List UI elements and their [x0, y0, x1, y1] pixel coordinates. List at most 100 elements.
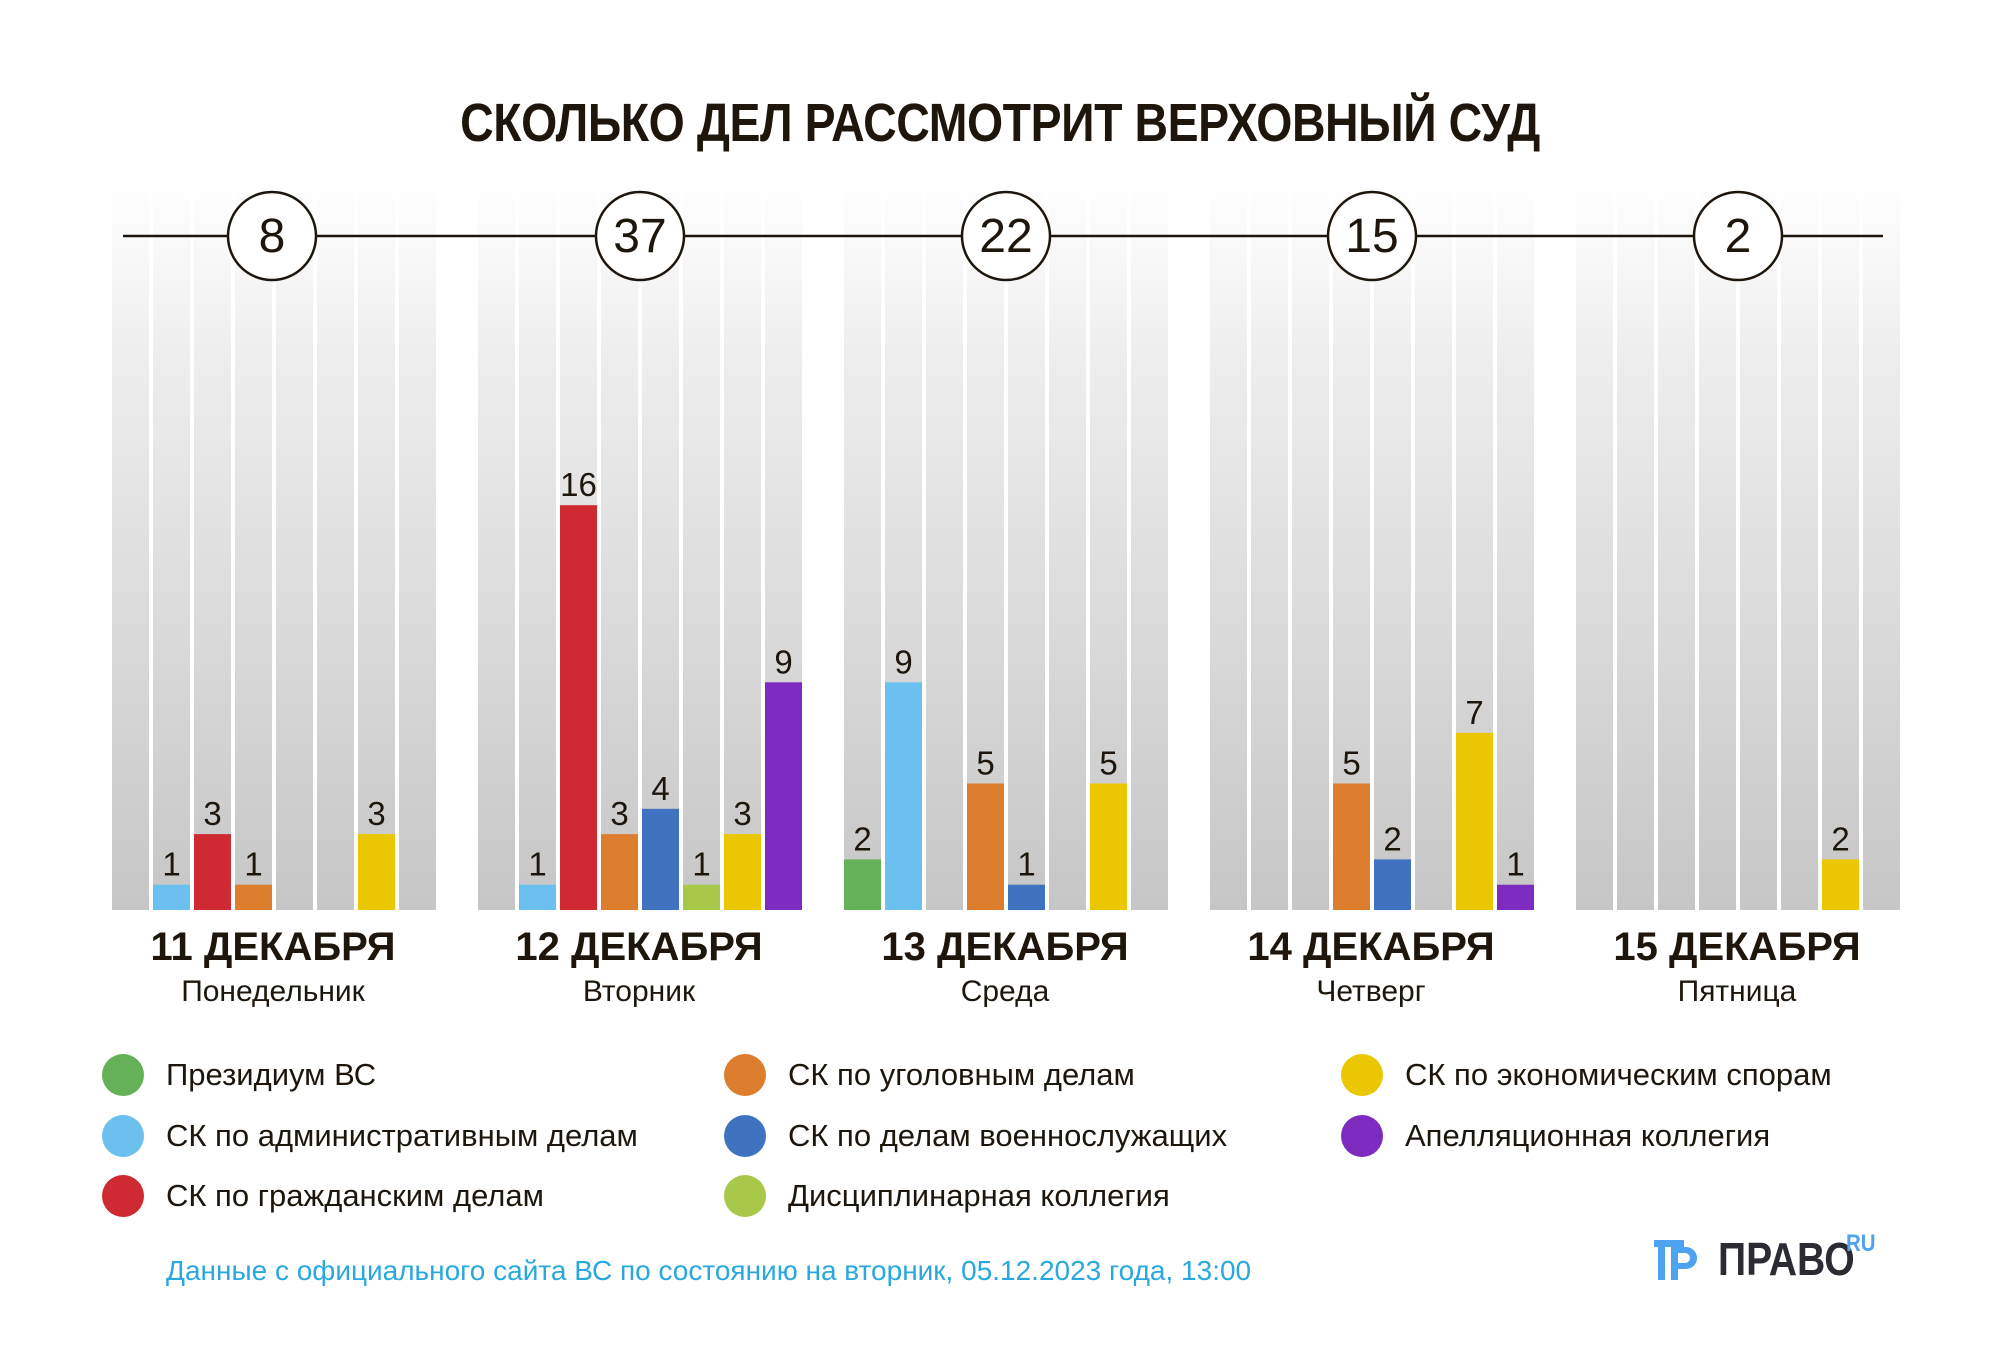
day-weekday-label: Среда — [960, 975, 1050, 1008]
legend-item: СК по гражданским делам — [102, 1174, 544, 1218]
day-date-label: 14 ДЕКАБРЯ — [1247, 925, 1495, 969]
bar — [153, 884, 190, 910]
column-background — [1617, 182, 1654, 910]
legend-label: Дисциплинарная коллегия — [788, 1178, 1170, 1213]
bar — [885, 682, 922, 910]
bar — [1497, 884, 1534, 910]
day-total-circle — [594, 190, 686, 282]
column-background — [1374, 182, 1411, 910]
bar-value-label: 1 — [162, 846, 180, 883]
source-note: Данные с официального сайта ВС по состоя… — [166, 1255, 1252, 1286]
bar-value-label: 3 — [203, 795, 221, 832]
column-background — [926, 182, 963, 910]
bar-value-label: 3 — [733, 795, 751, 832]
day-weekday-label: Понедельник — [181, 975, 365, 1008]
legend-color-dot-icon — [102, 1175, 144, 1217]
column-background — [1415, 182, 1452, 910]
legend-label: СК по уголовным делам — [788, 1057, 1135, 1092]
bars — [153, 505, 1859, 910]
bar-value-label: 9 — [774, 643, 792, 680]
bar — [560, 505, 597, 910]
column-background — [601, 182, 638, 910]
legend-item: Дисциплинарная коллегия — [724, 1174, 1170, 1218]
bar-value-label: 5 — [976, 745, 994, 782]
pravo-logo[interactable]: ПРАВО RU — [1652, 1230, 1912, 1288]
bar — [1374, 859, 1411, 910]
column-background — [1781, 182, 1818, 910]
column-background — [724, 182, 761, 910]
column-background — [1131, 182, 1168, 910]
day-total-value: 37 — [613, 210, 666, 263]
bar-value-label: 1 — [1506, 846, 1524, 883]
bar — [235, 884, 272, 910]
legend-item: Президиум ВС — [102, 1053, 376, 1097]
bar-value-label: 1 — [244, 846, 262, 883]
column-background — [1210, 182, 1247, 910]
legend-color-dot-icon — [724, 1115, 766, 1157]
column-background — [1008, 182, 1045, 910]
day-total-value: 8 — [259, 210, 286, 263]
column-background — [1658, 182, 1695, 910]
column-background — [1822, 182, 1859, 910]
bar-value-label: 2 — [1383, 820, 1401, 857]
legend-color-dot-icon — [102, 1115, 144, 1157]
bar-value-label: 1 — [528, 846, 546, 883]
bar — [967, 783, 1004, 910]
bar — [844, 859, 881, 910]
column-background — [683, 182, 720, 910]
column-background — [1863, 182, 1900, 910]
day-total-circle — [226, 190, 318, 282]
bar — [1333, 783, 1370, 910]
column-background — [358, 182, 395, 910]
bar — [1090, 783, 1127, 910]
bar-value-label: 7 — [1465, 694, 1483, 731]
bar — [194, 834, 231, 910]
bar-value-label: 1 — [1017, 846, 1035, 883]
column-background — [399, 182, 436, 910]
day-total-value: 2 — [1725, 210, 1752, 263]
bar — [765, 682, 802, 910]
bar-value-label: 5 — [1099, 745, 1117, 782]
column-background — [642, 182, 679, 910]
bar-value-label: 2 — [1831, 820, 1849, 857]
legend-label: СК по административным делам — [166, 1118, 638, 1153]
column-background — [1497, 182, 1534, 910]
bar — [601, 834, 638, 910]
legend-item: СК по экономическим спорам — [1341, 1053, 1832, 1097]
column-background — [519, 182, 556, 910]
bar — [1456, 732, 1493, 910]
bar-value-label: 5 — [1342, 745, 1360, 782]
column-background — [1049, 182, 1086, 910]
legend-item: СК по административным делам — [102, 1114, 638, 1158]
bar-value-label: 1 — [692, 846, 710, 883]
column-background — [1251, 182, 1288, 910]
bar-value-label: 16 — [560, 466, 597, 503]
legend-color-dot-icon — [1341, 1054, 1383, 1096]
column-background — [276, 182, 313, 910]
logo-suffix: RU — [1846, 1230, 1876, 1257]
legend-color-dot-icon — [724, 1054, 766, 1096]
legend-label: Президиум ВС — [166, 1057, 377, 1092]
legend-label: СК по гражданским делам — [166, 1178, 544, 1213]
day-date-label: 15 ДЕКАБРЯ — [1613, 925, 1861, 969]
legend-label: СК по делам военнослужащих — [788, 1118, 1228, 1153]
bar — [683, 884, 720, 910]
bar — [1008, 884, 1045, 910]
bar-value-label: 3 — [610, 795, 628, 832]
day-weekday-label: Пятница — [1677, 975, 1797, 1008]
day-total-circle — [1326, 190, 1418, 282]
bar — [1822, 859, 1859, 910]
day-weekday-label: Четверг — [1316, 975, 1426, 1008]
bar-value-label: 4 — [651, 770, 669, 807]
day-total-value: 15 — [1345, 210, 1398, 263]
bar — [358, 834, 395, 910]
column-background — [1576, 182, 1613, 910]
pravo-logo-icon — [1654, 1240, 1697, 1280]
bar-value-label: 3 — [367, 795, 385, 832]
day-total-value: 22 — [979, 210, 1032, 263]
column-background — [1699, 182, 1736, 910]
column-background — [235, 182, 272, 910]
legend-color-dot-icon — [102, 1054, 144, 1096]
